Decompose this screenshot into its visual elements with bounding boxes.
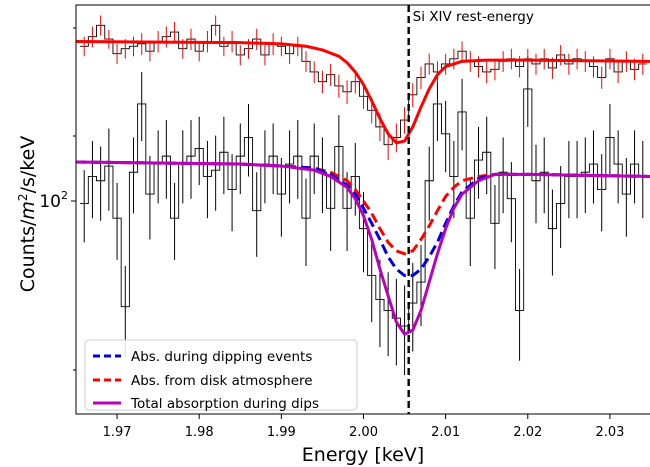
y-major-tick-label: 102 xyxy=(39,189,68,212)
model-curve-0 xyxy=(75,160,650,278)
model-curve-3 xyxy=(75,39,650,145)
y-axis-label-sup: 2 xyxy=(16,193,30,201)
x-axis-ticks: 1.97 1.98 1.99 2.00 2.01 2.02 2.03 xyxy=(103,414,624,440)
x-axis-label: Energy [keV] xyxy=(302,444,424,466)
x-tick-label: 1.98 xyxy=(185,425,214,440)
legend-label-disk: Abs. from disk atmosphere xyxy=(131,373,313,389)
model-curve-2 xyxy=(75,160,650,336)
plot-area: Si XIV rest-energy xyxy=(75,5,650,414)
x-tick-label: 2.02 xyxy=(513,425,542,440)
y-axis-label: Counts/m2/s/keV xyxy=(16,136,39,293)
x-tick-label: 2.00 xyxy=(349,425,378,440)
model-curve-1 xyxy=(75,160,650,256)
si-xiv-rest-energy-label: Si XIV rest-energy xyxy=(413,9,534,25)
x-tick-label: 1.97 xyxy=(103,425,132,440)
legend-label-dipping: Abs. during dipping events xyxy=(131,349,312,365)
y-tick-base: 10 xyxy=(39,192,61,212)
x-tick-label: 1.99 xyxy=(267,425,296,440)
legend-box xyxy=(84,339,358,411)
legend: Abs. during dipping events Abs. from dis… xyxy=(84,339,358,412)
y-axis-ticks: 102 xyxy=(39,27,76,371)
legend-label-total: Total absorption during dips xyxy=(130,396,319,412)
histogram-step xyxy=(80,88,647,327)
y-axis-label-math: m xyxy=(17,201,39,220)
y-axis-label-suffix: /s/keV xyxy=(17,136,39,194)
y-tick-exponent: 2 xyxy=(61,189,68,202)
y-axis-label-prefix: Counts/ xyxy=(17,219,39,292)
x-tick-label: 2.03 xyxy=(595,425,624,440)
model-curves xyxy=(75,39,650,336)
data-histograms xyxy=(80,15,647,376)
x-tick-label: 2.01 xyxy=(431,425,460,440)
